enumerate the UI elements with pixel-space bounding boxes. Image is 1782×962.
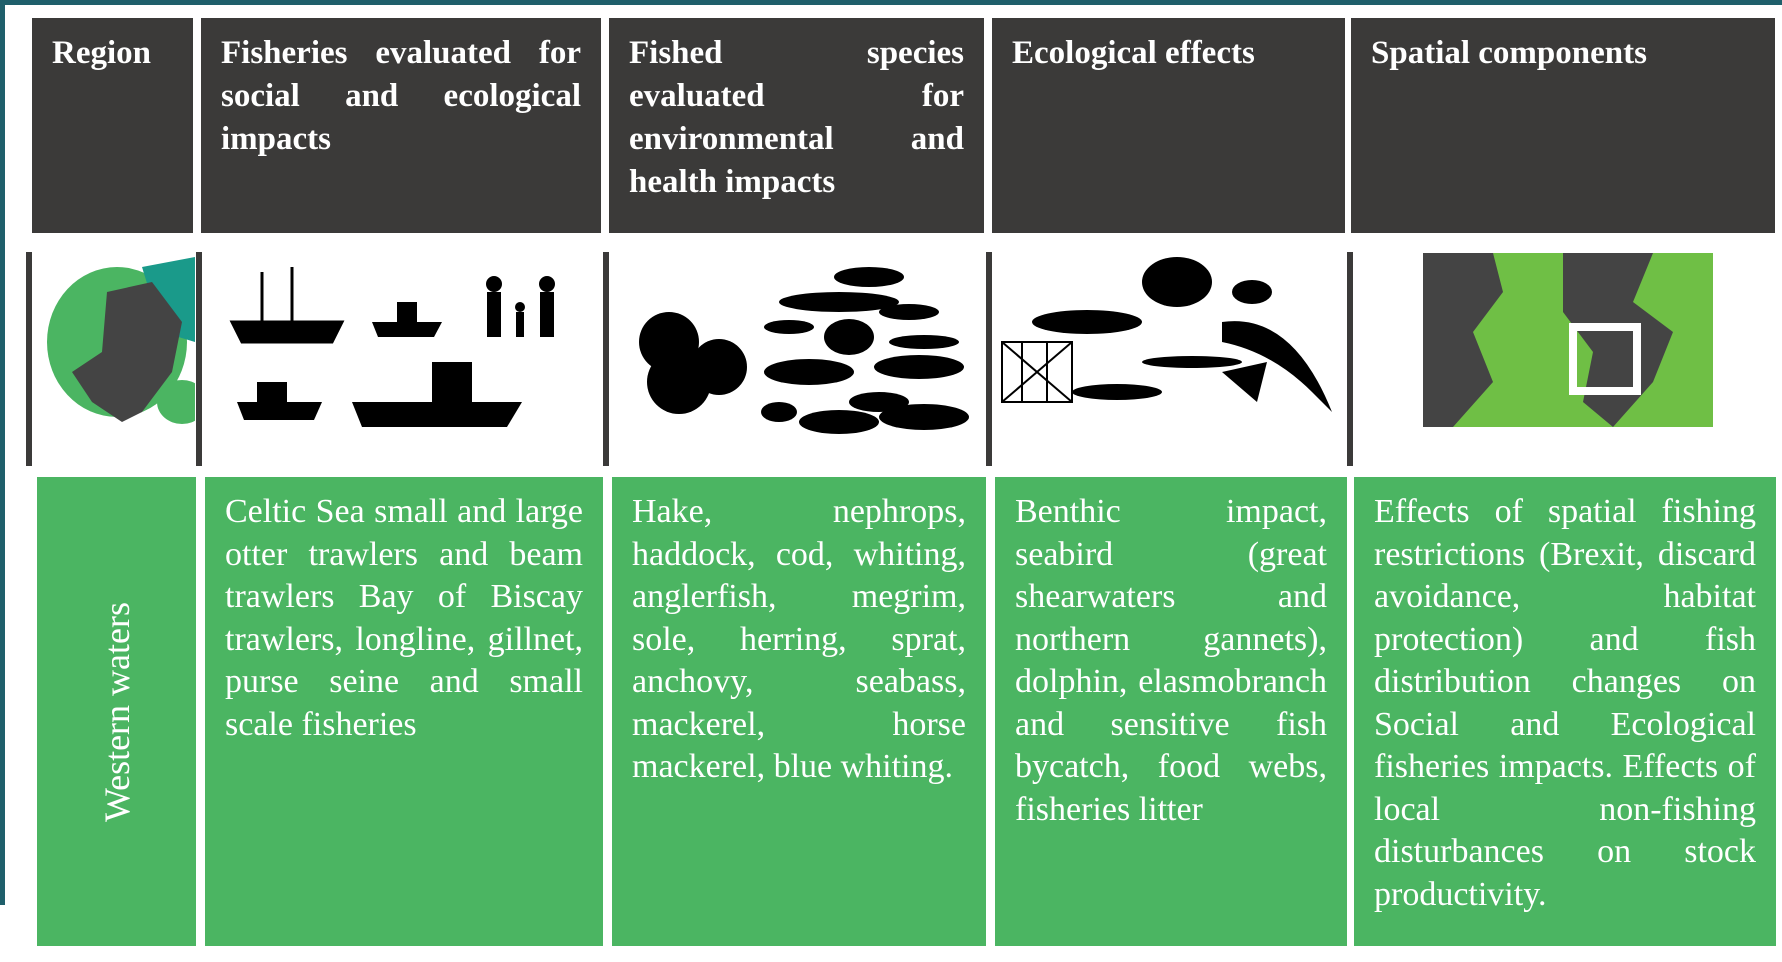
spatial-map — [1423, 253, 1713, 427]
frame — [0, 0, 1782, 5]
data-cell: Hake, nephrops, haddock, cod, whiting, a… — [612, 477, 986, 946]
icon-cell — [196, 252, 603, 466]
region-label: Western waters — [96, 601, 137, 822]
header-cell: Fisheries evaluated for social and ecolo… — [201, 18, 601, 233]
header-cell: Ecological effects — [992, 18, 1345, 233]
header-cell: Spatial components — [1351, 18, 1775, 233]
icon-cell — [1347, 252, 1782, 466]
icon-cell — [26, 252, 195, 466]
boats-icon — [229, 267, 555, 427]
header-cell: Region — [32, 18, 193, 233]
header-cell: Fished species evaluated for environment… — [609, 18, 984, 233]
icon-cell — [603, 252, 987, 466]
fish-icon — [639, 267, 969, 434]
data-cell: Effects of spatial fishing restrictions … — [1354, 477, 1776, 946]
icon-cell — [986, 252, 1347, 466]
ecology-icon — [1001, 257, 1332, 412]
data-cell: Benthic impact, seabird (great shearwate… — [995, 477, 1347, 946]
region-map — [47, 257, 195, 424]
region-cell: Western waters — [37, 477, 196, 946]
frame — [0, 0, 5, 905]
data-cell: Celtic Sea small and large otter trawler… — [205, 477, 603, 946]
